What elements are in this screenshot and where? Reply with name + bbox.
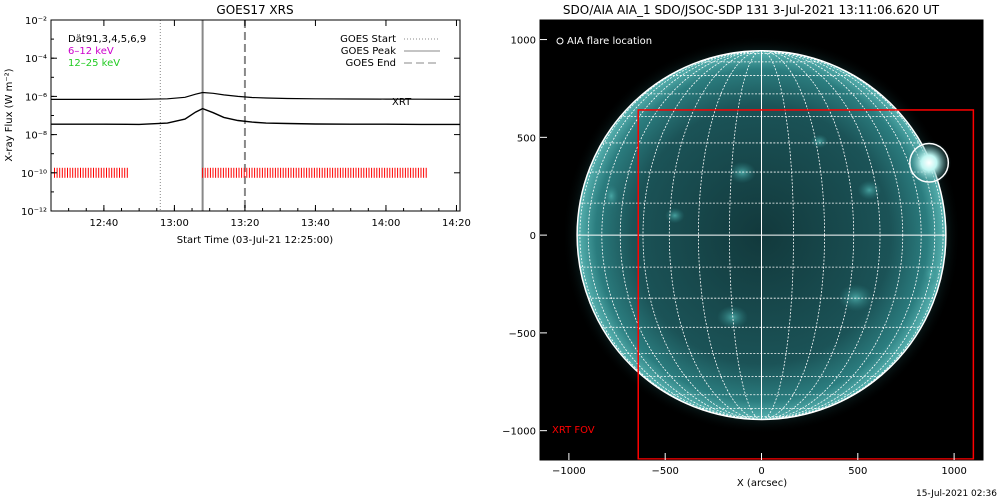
- goes-y-tick-label: 10⁻¹²: [21, 207, 47, 218]
- goes-chart-title: GOES17 XRS: [216, 3, 293, 17]
- xrt-fov-box: [637, 109, 975, 460]
- longitude-line: [761, 50, 881, 420]
- goes-y-tick-label: 10⁻⁴: [25, 54, 47, 65]
- aia-flare-location-circle: [909, 142, 950, 183]
- longitude-line: [761, 50, 944, 420]
- aia-chart-title: SDO/AIA AIA_1 SDO/JSOC-SDP 131 3-Jul-202…: [563, 3, 940, 17]
- longitude-line: [761, 50, 922, 420]
- goes-y-tick-label: 10⁻⁸: [25, 131, 47, 142]
- longitude-line: [601, 50, 762, 420]
- aia-y-tick-label: 0: [530, 231, 536, 242]
- goes-legend-label: GOES Start: [340, 34, 396, 45]
- longitude-line: [761, 50, 855, 420]
- active-region-glow: [728, 161, 756, 184]
- aia-y-tick-label: 500: [517, 133, 536, 144]
- aia-y-tick-label: 1000: [511, 36, 536, 47]
- longitude-line: [579, 50, 762, 420]
- goes-info-line: 6–12 keV: [68, 46, 114, 57]
- longitude-line: [668, 50, 762, 420]
- goes-y-tick-label: 10⁻¹⁰: [21, 169, 47, 180]
- flare-bright-spot: [907, 140, 952, 185]
- goes-x-axis: 12:40 13:00 13:20 13:40 14:00 14:20: [50, 20, 471, 229]
- aia-x-tick-label: 0: [758, 466, 764, 477]
- goes-y-axis: 10⁻² 10⁻⁴ 10⁻⁶ 10⁻⁸ 10⁻¹⁰ 10⁻¹²: [21, 16, 460, 218]
- aia-image-plot: SDO/AIA AIA_1 SDO/JSOC-SDP 131 3-Jul-202…: [502, 3, 984, 489]
- aia-y-tick-label: −1000: [502, 427, 536, 438]
- sun-limb: [576, 49, 947, 421]
- aia-x-tick-label: 500: [848, 466, 867, 477]
- longitude-line: [642, 50, 762, 420]
- goes-xrs-plot: GOES17 XRS 12:40 13:00 13:20 13:40 14:00 14:2…: [4, 3, 471, 246]
- goes-x-tick-label: 13:00: [160, 218, 189, 229]
- longitude-line: [587, 50, 762, 420]
- goes-x-tick-label: 12:40: [89, 218, 118, 229]
- xrt-coverage-ticks: [54, 167, 427, 178]
- goes-y-axis-label: X-ray Flux (W m⁻²): [4, 68, 15, 161]
- goes-series: [51, 91, 460, 126]
- aia-x-tick-label: −500: [651, 466, 678, 477]
- goes-y-tick-label: 10⁻²: [25, 16, 47, 27]
- active-region-glow: [838, 284, 874, 312]
- goes-legend-label: GOES End: [346, 58, 396, 69]
- plot-timestamp: 15-Jul-2021 02:36: [916, 489, 997, 499]
- longitude-line: [761, 50, 904, 420]
- longitude-line: [729, 50, 762, 420]
- aia-x-tick-label: 1000: [941, 466, 966, 477]
- longitude-line: [761, 50, 825, 420]
- goes-info-line: 12–25 keV: [68, 58, 120, 69]
- goes-x-tick-label: 13:20: [231, 218, 260, 229]
- active-region-glow: [857, 180, 882, 200]
- goes-y-tick-label: 10⁻⁶: [25, 92, 47, 103]
- aia-x-tick-label: −1000: [552, 466, 586, 477]
- goes-x-axis-label: Start Time (03-Jul-21 12:25:00): [177, 235, 334, 246]
- xrt-label: XRT: [392, 97, 412, 108]
- aia-y-tick-label: −500: [509, 329, 536, 340]
- goes-x-tick-label: 13:40: [301, 218, 330, 229]
- xrt-fov-label: XRT FOV: [552, 425, 595, 436]
- goes-time-markers: [159, 20, 246, 211]
- aia-x-axis-label: X (arcsec): [737, 478, 787, 489]
- active-regions: [603, 134, 939, 329]
- goes-series-line-1: [51, 91, 460, 100]
- longitude-line: [761, 50, 794, 420]
- active-region-glow: [810, 134, 829, 149]
- longitude-line: [761, 50, 936, 420]
- flare-legend-label: AIA flare location: [567, 36, 652, 47]
- aia-y-axis: 1000 500 0 −500 −1000: [502, 36, 547, 438]
- goes-series-line-2: [51, 107, 460, 126]
- flare-legend-icon: [556, 37, 564, 45]
- goes-legend-label: GOES Peak: [341, 46, 396, 57]
- active-region-glow: [603, 184, 620, 208]
- goes-x-tick-label: 14:20: [442, 218, 471, 229]
- active-region-glow: [665, 207, 685, 224]
- aia-x-axis: −1000 −500 0 500 1000: [552, 453, 967, 477]
- heliographic-grid: [577, 50, 946, 420]
- goes-info-line: Dät91,3,4,5,6,9: [68, 34, 146, 45]
- goes-x-tick-label: 14:00: [372, 218, 401, 229]
